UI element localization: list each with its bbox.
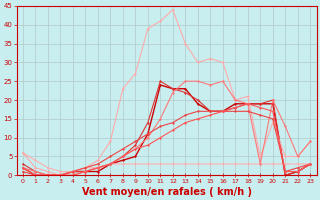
X-axis label: Vent moyen/en rafales ( km/h ): Vent moyen/en rafales ( km/h ) — [82, 187, 252, 197]
